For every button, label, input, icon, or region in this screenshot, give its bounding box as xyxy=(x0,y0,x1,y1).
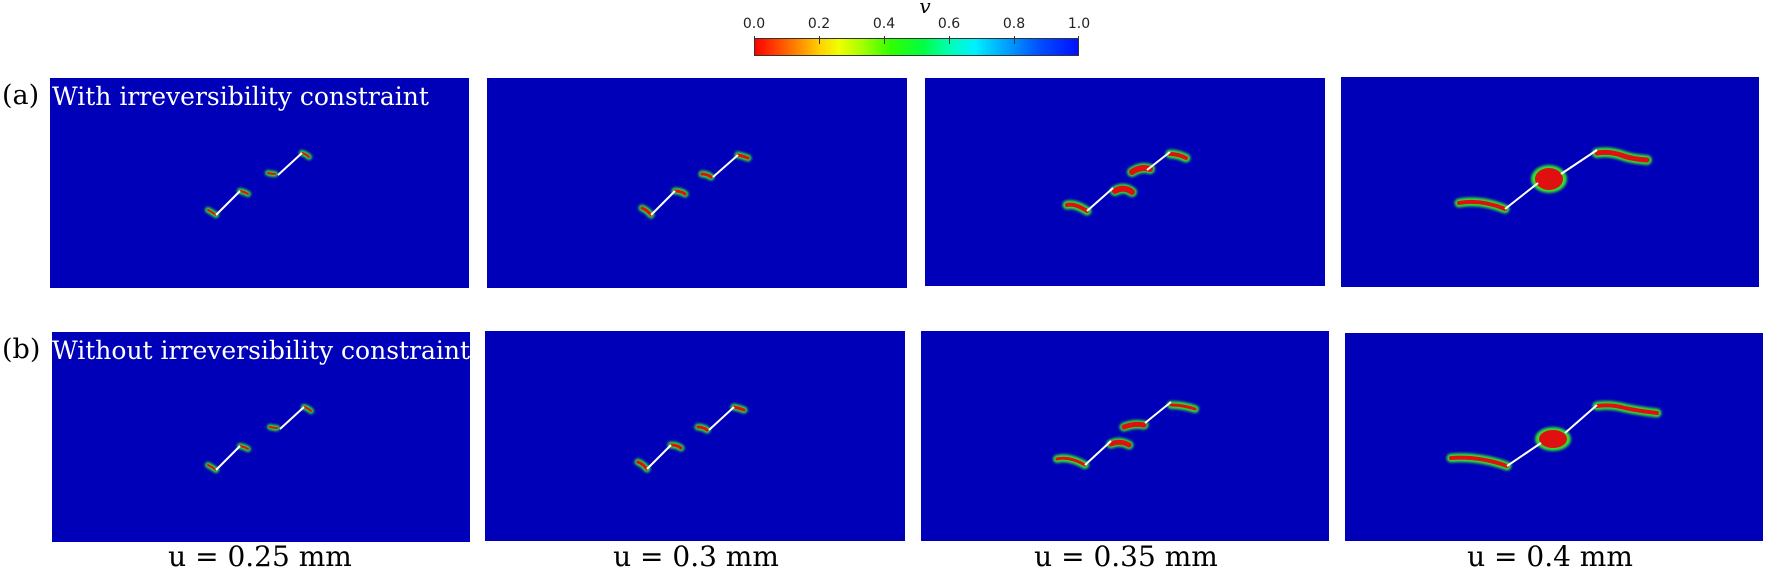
colorbar: v 0.0 0.2 0.4 0.6 0.8 1.0 xyxy=(735,0,1115,62)
column-label: u = 0.4 mm xyxy=(1400,540,1700,573)
phase-field-plot xyxy=(1446,400,1662,471)
colorbar-tick-label: 0.2 xyxy=(807,16,831,32)
row-a-title: With irreversibility constraint xyxy=(52,82,429,111)
colorbar-tick-label: 0.0 xyxy=(742,16,766,32)
phase-field-plot xyxy=(1053,401,1199,469)
panel-a-1 xyxy=(50,78,469,288)
panel-b-3 xyxy=(921,331,1329,541)
row-a-label: (a) xyxy=(2,80,40,111)
colorbar-tick-label: 0.8 xyxy=(1002,16,1026,32)
panel-a-2 xyxy=(487,78,907,288)
phase-field-plot xyxy=(634,403,748,473)
panel-a-4 xyxy=(1341,77,1759,287)
colorbar-tick-label: 0.4 xyxy=(872,16,896,32)
phase-field-plot xyxy=(638,151,752,219)
colorbar-gradient xyxy=(754,38,1079,56)
column-label: u = 0.35 mm xyxy=(976,540,1276,573)
column-label-text: u = 0.25 mm xyxy=(168,540,352,573)
panel-b-4 xyxy=(1345,333,1763,541)
column-label-text: u = 0.4 mm xyxy=(1467,540,1633,573)
column-label-text: u = 0.3 mm xyxy=(613,540,779,573)
phase-field-plot xyxy=(1454,147,1652,214)
colorbar-tick xyxy=(884,36,885,44)
panel-a-3 xyxy=(925,78,1325,286)
colorbar-title: v xyxy=(919,0,931,18)
colorbar-tick-label: 1.0 xyxy=(1067,16,1091,32)
row-b-label: (b) xyxy=(2,334,41,365)
colorbar-tick-label: 0.6 xyxy=(937,16,961,32)
colorbar-tick xyxy=(1078,36,1079,44)
colorbar-tick xyxy=(754,36,755,44)
colorbar-tick xyxy=(949,36,950,44)
row-b-title: Without irreversibility constraint xyxy=(52,336,471,365)
phase-field-plot xyxy=(205,150,312,218)
panel-b-1 xyxy=(52,332,470,542)
colorbar-tick xyxy=(819,36,820,44)
column-label: u = 0.25 mm xyxy=(110,540,410,573)
phase-field-plot xyxy=(205,404,314,473)
column-label: u = 0.3 mm xyxy=(546,540,846,573)
column-label-text: u = 0.35 mm xyxy=(1034,540,1218,573)
colorbar-tick xyxy=(1014,36,1015,44)
phase-field-plot xyxy=(1062,149,1191,216)
panel-b-2 xyxy=(485,331,905,541)
